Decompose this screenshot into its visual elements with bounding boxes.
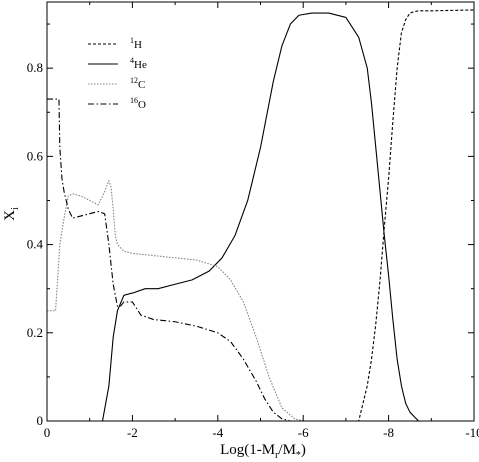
x-tick-label: -2 [127, 425, 138, 440]
x-axis-title: Log(1-Mr​/M*​) [220, 442, 306, 461]
ticks-layer: 0 -2 -4 -6 -8 -10 0 0.2 0.4 0.6 0.8 [27, 2, 479, 440]
y-tick-label: 0.2 [27, 325, 43, 340]
y-tick-label: 0.6 [27, 148, 44, 163]
x-tick-label: -8 [383, 425, 394, 440]
series-line-1H [47, 9, 475, 422]
x-tick-label: -10 [465, 425, 479, 440]
y-tick-label: 0 [37, 413, 44, 428]
legend-label-16O: 16O [130, 96, 146, 111]
legend-label-1H: 1H [130, 36, 142, 51]
series-line-12C [47, 180, 325, 422]
x-tick-label: -4 [212, 425, 223, 440]
legend-label-4He: 4He [130, 56, 147, 71]
y-tick-label: 0.4 [27, 237, 44, 252]
x-tick-label: 0 [44, 425, 51, 440]
x-tick-label: -6 [298, 425, 309, 440]
series-line-16O [47, 98, 304, 422]
series-layer [47, 9, 475, 422]
legend-label-12C: 12C [130, 76, 145, 91]
y-axis-title: Xi​ [2, 207, 21, 221]
series-line-4He [101, 12, 419, 422]
legend: 1H 4He 12C 16O [88, 36, 147, 111]
y-tick-label: 0.8 [27, 60, 43, 75]
